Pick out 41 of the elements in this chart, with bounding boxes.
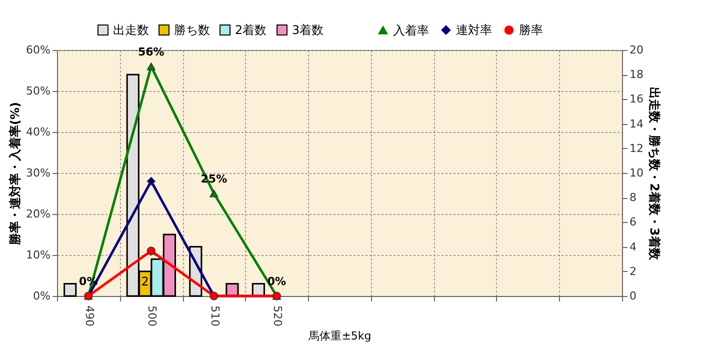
x-tick-label: 510 [208, 306, 222, 326]
y-tick-label: 10% [26, 248, 50, 262]
y2-tick-label: 12 [630, 142, 644, 155]
legend-label: 勝ち数 [174, 23, 210, 37]
y2-tick-label: 0 [630, 290, 636, 302]
y2-tick-label: 8 [630, 191, 636, 204]
y2-tick-label: 16 [630, 92, 644, 106]
bar [226, 282, 239, 297]
legend-label: 連対率 [456, 23, 492, 38]
legend-label: 3着数 [292, 23, 324, 37]
y-tick-label: 0% [33, 290, 50, 302]
y2-tick-label: 20 [630, 44, 644, 56]
legend-label: 入着率 [393, 23, 429, 38]
x-tick-label: 490 [82, 306, 96, 326]
legend-label: 勝率 [519, 23, 543, 38]
point [210, 190, 218, 198]
y2-tick-label: 10 [630, 166, 644, 180]
y2-tick-label: 14 [630, 117, 644, 130]
y-tick-label: 30% [26, 166, 50, 180]
y2-axis-title: 出走数・勝ち数・2着数・3着数 [647, 87, 662, 261]
point [146, 246, 156, 256]
y2-tick-label: 4 [630, 240, 636, 254]
y-axis-title: 勝率・連対率・入着率(%) [8, 102, 22, 246]
data-label: 0% [267, 275, 286, 288]
legend-label: 出走数 [113, 23, 149, 37]
y2-tick-label: 2 [630, 264, 636, 278]
y-tick-label: 20% [26, 208, 50, 220]
y-tick-label: 40% [26, 126, 50, 138]
x-tick-label: 520 [271, 306, 284, 326]
y-tick-label: 50% [26, 84, 50, 98]
legend-label: 2着数 [235, 23, 267, 37]
y-tick-label: 60% [26, 44, 50, 56]
x-axis-title: 馬体重±5kg [308, 329, 372, 342]
data-label: 56% [138, 45, 164, 58]
point [146, 176, 156, 186]
data-label: 2 [141, 274, 149, 288]
x-tick-label: 500 [146, 306, 159, 326]
y2-tick-label: 6 [630, 216, 636, 229]
point [146, 62, 156, 70]
bar [64, 282, 77, 297]
y2-tick-label: 18 [630, 68, 644, 82]
